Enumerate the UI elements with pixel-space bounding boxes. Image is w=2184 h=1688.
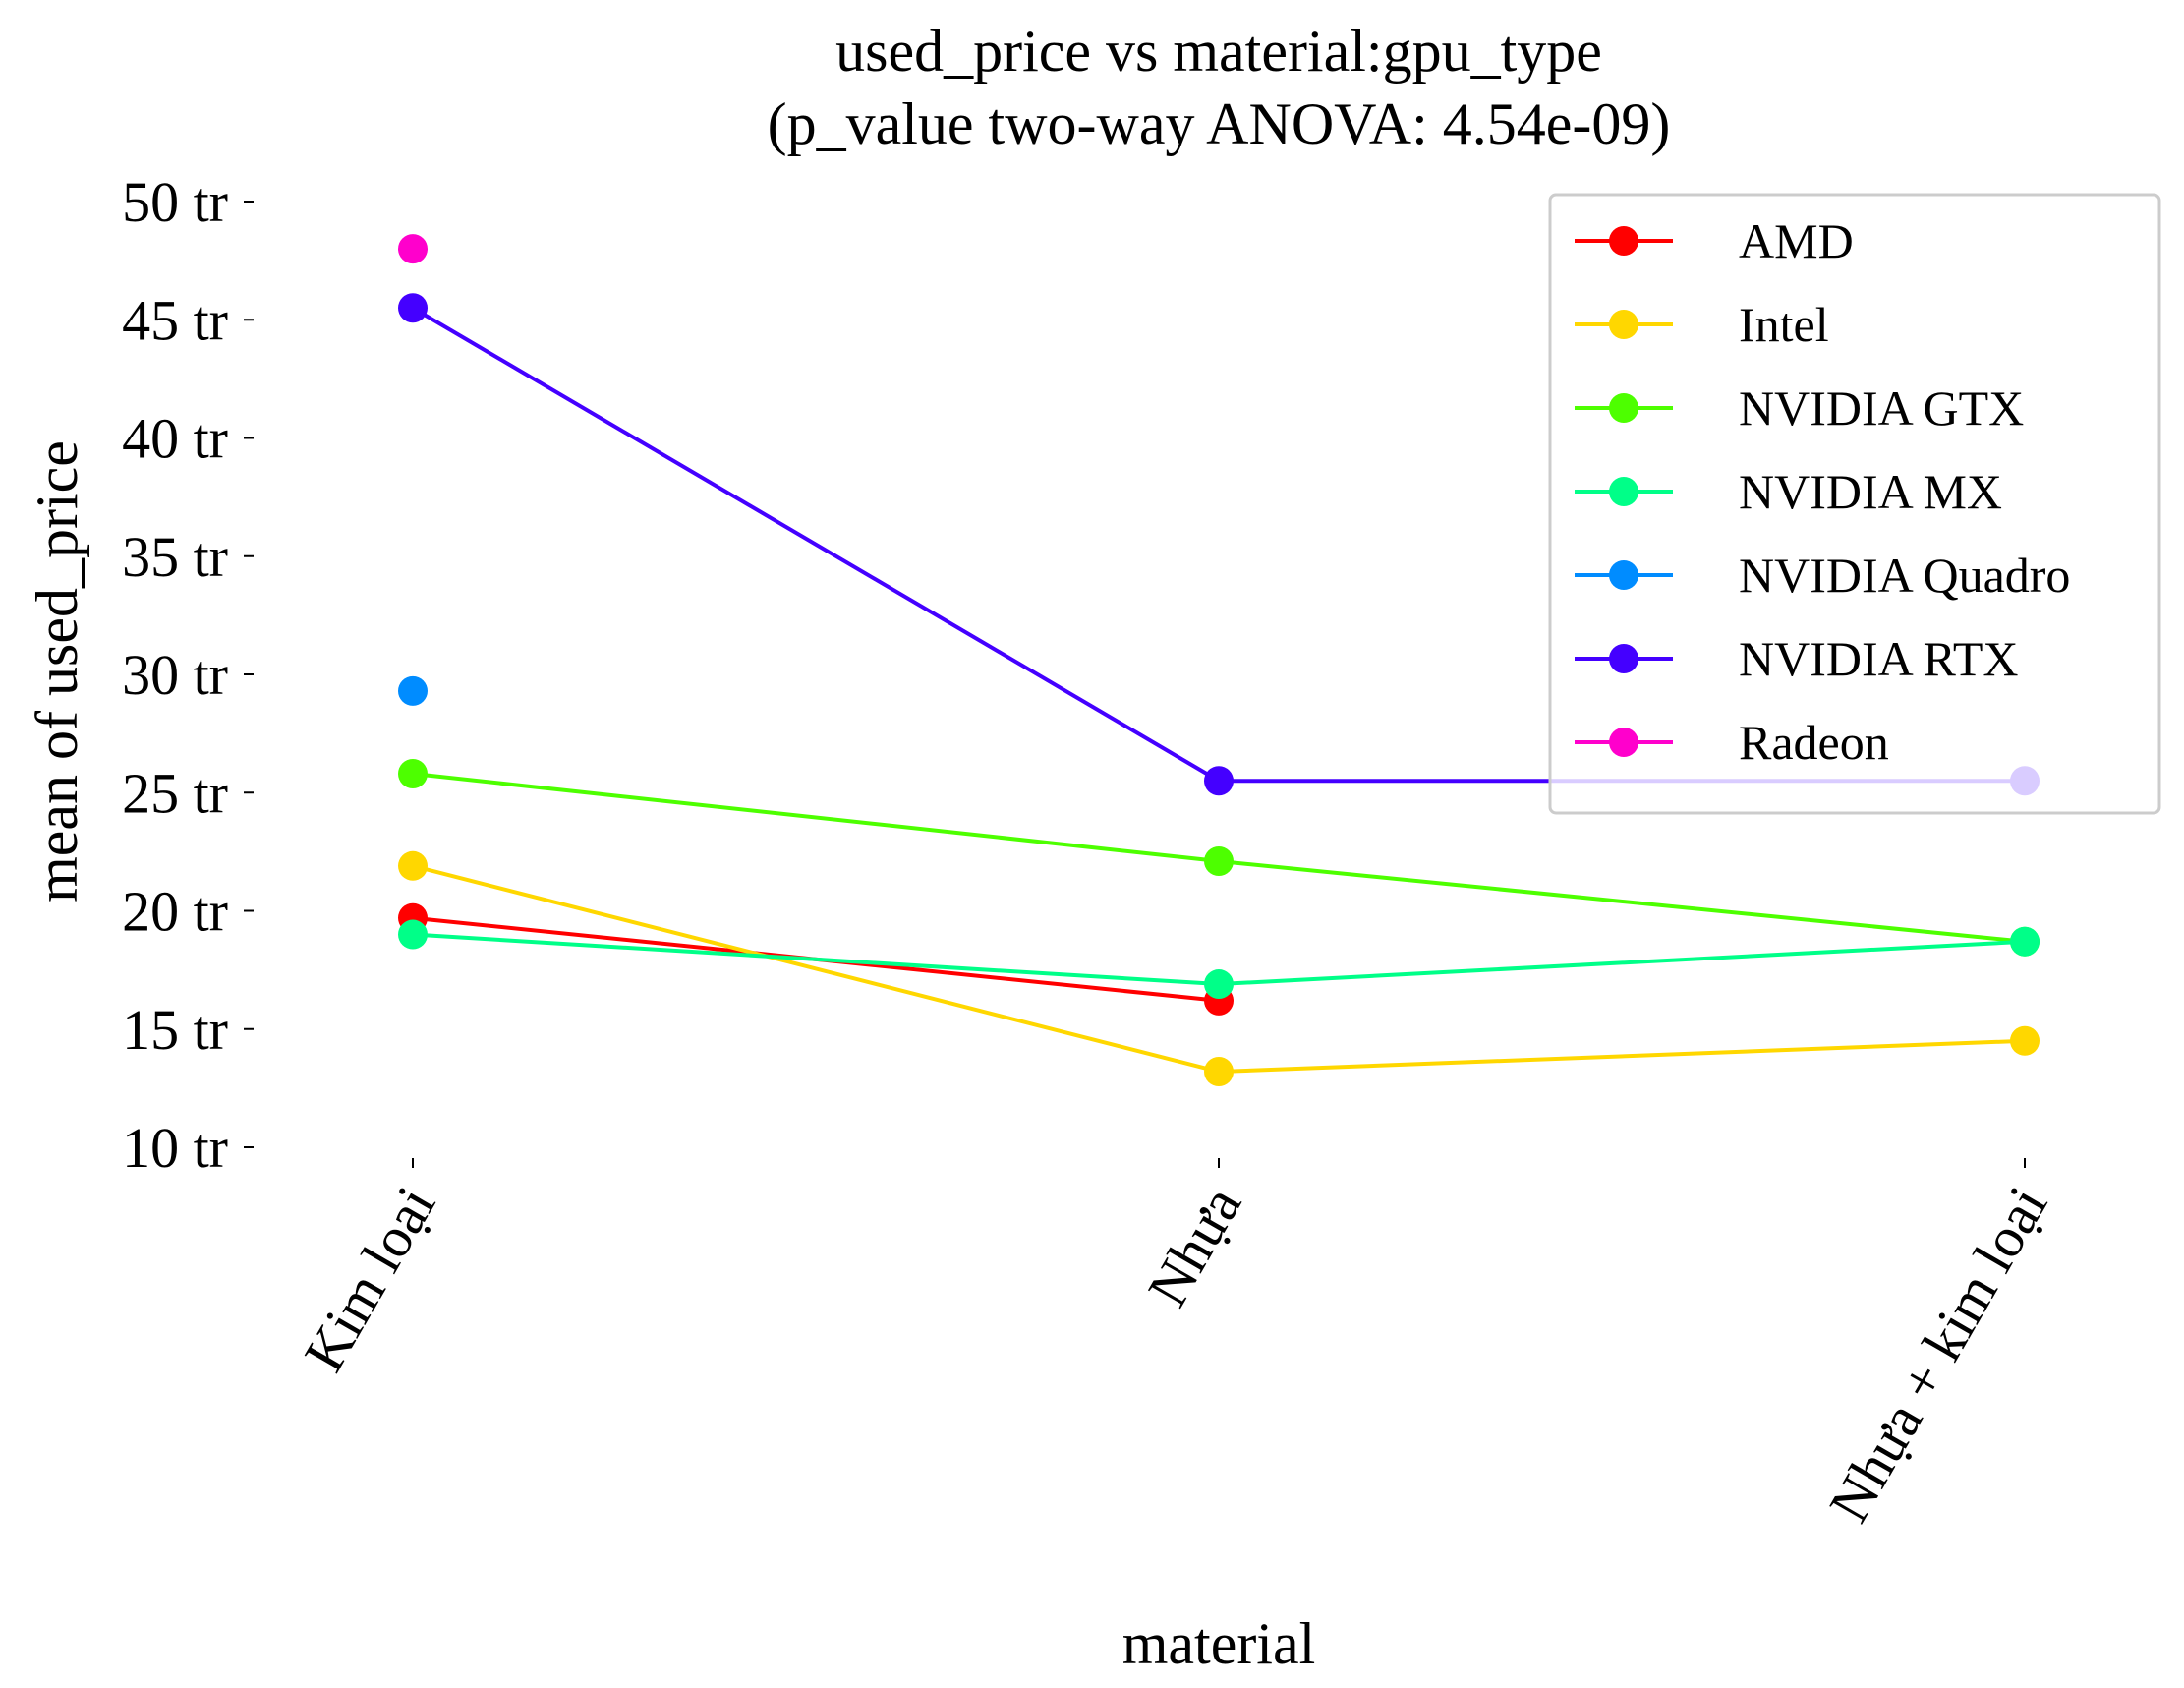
data-point xyxy=(398,850,428,881)
chart-subtitle: (p_value two-way ANOVA: 4.54e-09) xyxy=(768,91,1671,156)
x-axis-label: material xyxy=(1122,1611,1316,1676)
y-tick-label: 20 tr xyxy=(122,880,228,944)
y-tick-label: 30 tr xyxy=(122,643,228,707)
series-line-segment xyxy=(412,863,1220,1074)
legend: AMD Intel NVIDIA GTX NVIDIA MX NVIDIA Quadro… xyxy=(1548,193,2161,815)
data-point xyxy=(398,759,428,789)
series-line-segment xyxy=(412,772,1220,863)
legend-label: Intel xyxy=(1739,297,1829,352)
data-point xyxy=(2010,1025,2040,1056)
x-tick-label: Nhựa xyxy=(1135,1176,1253,1316)
x-tick-label: Kim loại xyxy=(292,1176,448,1382)
legend-label: NVIDIA Quadro xyxy=(1739,548,2070,603)
legend-label: AMD xyxy=(1739,213,1854,268)
data-point xyxy=(398,234,428,264)
data-point xyxy=(1204,766,1234,796)
y-tick-label: 50 tr xyxy=(122,170,228,234)
legend-item: NVIDIA GTX xyxy=(1575,380,2024,436)
series-nvidia-mx xyxy=(398,919,2040,1000)
legend-box xyxy=(1548,193,2161,815)
series-nvidia-quadro xyxy=(398,675,428,706)
y-axis: 10 tr 15 tr 20 tr 25 tr 30 tr 35 tr 40 tr 45 tr… xyxy=(122,170,254,1180)
legend-marker xyxy=(1609,310,1638,339)
legend-marker xyxy=(1609,728,1638,757)
y-tick-label: 40 tr xyxy=(122,407,228,471)
series-line-segment xyxy=(411,306,1221,783)
legend-marker xyxy=(1609,393,1638,423)
data-point xyxy=(398,919,428,950)
y-tick-label: 35 tr xyxy=(122,525,228,589)
data-point xyxy=(1204,845,1234,876)
y-tick-label: 25 tr xyxy=(122,761,228,825)
series-line-segment xyxy=(1218,939,2026,987)
y-tick-label: 10 tr xyxy=(122,1116,228,1180)
series-line-segment xyxy=(1218,1038,2026,1075)
data-point xyxy=(398,675,428,706)
legend-item: Radeon xyxy=(1575,715,1889,770)
series-radeon xyxy=(398,234,428,264)
legend-marker xyxy=(1609,560,1638,590)
legend-marker xyxy=(1609,477,1638,506)
chart-title: used_price vs material:gpu_type xyxy=(835,19,1602,84)
series-line-segment xyxy=(1218,859,2026,944)
legend-item: AMD xyxy=(1575,213,1854,268)
y-axis-label: mean of used_price xyxy=(25,440,89,902)
legend-marker xyxy=(1609,226,1638,256)
x-axis: Kim loại Nhựa Nhựa + kim loại xyxy=(292,1158,2059,1533)
x-tick-label: Nhựa + kim loại xyxy=(1816,1176,2059,1533)
y-tick-label: 15 tr xyxy=(122,998,228,1062)
series-intel xyxy=(398,850,2040,1087)
legend-marker xyxy=(1609,644,1638,673)
legend-label: NVIDIA GTX xyxy=(1739,380,2024,436)
legend-label: Radeon xyxy=(1739,715,1889,770)
legend-item: NVIDIA MX xyxy=(1575,464,2002,519)
y-tick-label: 45 tr xyxy=(122,288,228,352)
series-line-segment xyxy=(412,932,1220,987)
data-point xyxy=(398,293,428,323)
legend-label: NVIDIA MX xyxy=(1739,464,2002,519)
legend-item: NVIDIA Quadro xyxy=(1575,548,2070,603)
data-point xyxy=(1204,969,1234,1000)
legend-item: NVIDIA RTX xyxy=(1575,631,2018,686)
data-point xyxy=(2010,926,2040,957)
data-point xyxy=(1204,1057,1234,1087)
legend-item: Intel xyxy=(1575,297,1829,352)
legend-label: NVIDIA RTX xyxy=(1739,631,2018,686)
